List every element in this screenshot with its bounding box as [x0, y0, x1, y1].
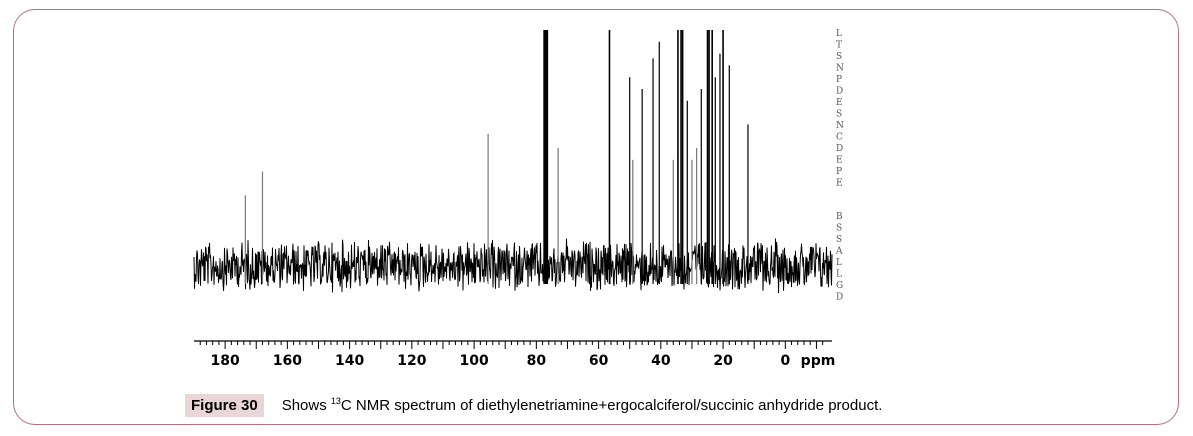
- param-entry: L: [836, 258, 842, 268]
- param-entry: N: [836, 121, 844, 131]
- param-entry: P: [836, 75, 842, 85]
- x-axis: 180 160 140 120 100 80 60 40 20 0 ppm: [194, 340, 836, 369]
- caption-text-suffix: C NMR spectrum of diethylenetriamine+erg…: [340, 397, 883, 414]
- x-tick-label: 80: [527, 353, 547, 369]
- x-tick-label: 100: [459, 353, 488, 369]
- param-entry: S: [836, 110, 842, 120]
- param-entry: E: [836, 156, 843, 166]
- x-tick-label: 140: [335, 353, 364, 369]
- x-tick-label: 180: [211, 353, 240, 369]
- x-tick-label: 120: [397, 353, 426, 369]
- param-entry: S: [836, 224, 842, 234]
- param-entry: L: [836, 29, 842, 39]
- caption-superscript: 13: [330, 396, 341, 406]
- solvent-peak: [544, 30, 549, 276]
- param-entry: L: [836, 270, 842, 280]
- param-entry: D: [836, 293, 843, 303]
- param-entry: A: [835, 247, 843, 257]
- param-entry: D: [836, 87, 843, 97]
- x-tick-label: 40: [651, 353, 671, 369]
- x-tick-label: 160: [273, 353, 302, 369]
- param-entry: T: [836, 41, 842, 51]
- figure-label: Figure 30: [185, 393, 264, 417]
- x-axis-unit-label: ppm: [801, 353, 836, 369]
- peak-series: [244, 30, 749, 284]
- param-entry: E: [836, 98, 843, 108]
- x-tick-label: 0: [780, 353, 790, 369]
- param-entry: E: [836, 179, 843, 189]
- param-entry: C: [836, 133, 843, 143]
- param-entry: G: [836, 281, 843, 291]
- figure-caption: Figure 30 Shows 13C NMR spectrum of diet…: [185, 392, 882, 418]
- param-entry: P: [836, 167, 842, 177]
- x-tick-label: 20: [713, 353, 733, 369]
- noise-trace: [193, 238, 833, 294]
- caption-text-prefix: Shows: [281, 397, 331, 414]
- caption-text: Shows 13C NMR spectrum of diethylenetria…: [282, 396, 883, 414]
- param-entry: N: [836, 64, 844, 74]
- param-entry: B: [836, 212, 843, 222]
- noise-baseline: [193, 238, 833, 294]
- param-entry: D: [836, 144, 843, 154]
- param-entry: S: [836, 52, 842, 62]
- x-tick-label: 60: [589, 353, 609, 369]
- param-entry: S: [836, 235, 842, 245]
- figure-frame: [13, 9, 1179, 425]
